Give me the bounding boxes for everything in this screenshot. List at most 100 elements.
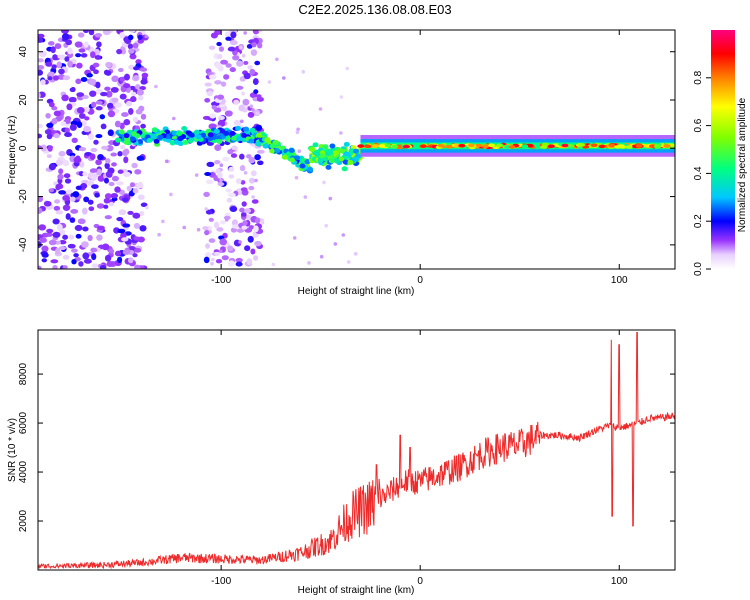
spectrogram-cell — [325, 164, 332, 170]
spectrogram-cell — [161, 219, 165, 224]
x-tick-label: 100 — [611, 576, 628, 587]
colorbar-label: Normalized spectral amplitude — [737, 97, 748, 232]
spectrogram-cell — [118, 209, 127, 216]
spectrogram-cell — [229, 205, 238, 213]
spectrogram-cell — [71, 248, 78, 253]
spectrogram-cell — [111, 97, 119, 103]
spectrogram-cell — [56, 61, 62, 69]
spectrogram-cell — [128, 245, 136, 251]
spectrogram-cell — [46, 133, 53, 140]
spectrogram-cell — [92, 62, 100, 68]
spectrogram-cell — [121, 112, 129, 118]
spectrogram-cell — [114, 120, 121, 128]
spectrogram-cell — [219, 178, 223, 183]
spectrogram-cell — [38, 224, 47, 231]
spectrogram-cell — [74, 224, 83, 232]
spectrogram-cell — [41, 245, 49, 253]
spectrogram-cell — [128, 257, 134, 264]
snr-y-ticks: 2000 4000 6000 8000 — [18, 363, 675, 532]
spectrogram-cell — [91, 263, 99, 268]
x-tick-label: 100 — [611, 275, 628, 286]
spectrogram-cell — [38, 133, 43, 139]
spectrogram-cell — [91, 253, 97, 261]
spectrogram-cell — [210, 32, 218, 39]
spectrogram-cell — [52, 265, 58, 269]
spectrogram-cell — [114, 102, 122, 108]
spectrogram-cell — [217, 171, 223, 179]
spectrogram-cell — [239, 165, 246, 172]
spectrogram-cell — [625, 145, 633, 149]
spectrogram-cell — [80, 76, 88, 83]
spectrogram-cell — [91, 101, 97, 108]
spectrogram-cell — [269, 143, 276, 149]
spectrogram-cell — [292, 236, 297, 240]
spectrogram-cell — [65, 39, 73, 46]
spectrogram-cell — [90, 147, 98, 153]
y-tick-label: -20 — [18, 189, 29, 204]
spectrogram-cell — [206, 90, 213, 97]
spectrogram-cell — [240, 212, 247, 217]
spectrogram-cell — [224, 217, 229, 222]
spectrogram-cell — [104, 86, 111, 91]
spectrogram-cell — [132, 42, 139, 49]
spectrogram-cell — [482, 144, 490, 148]
x-tick-label: 0 — [417, 576, 423, 587]
spectrogram-cell — [214, 80, 222, 85]
spectrogram-cell — [205, 179, 214, 185]
spectrogram-cell — [240, 119, 244, 124]
spectrogram-cell — [244, 208, 252, 214]
spectrogram-cell — [248, 156, 256, 164]
spectrogram-cell — [95, 134, 103, 139]
spectrogram-cell — [248, 177, 256, 184]
spectrogram-cell — [83, 30, 89, 34]
spectrogram-cell — [229, 67, 236, 73]
spectrogram-y-label: Frequency (Hz) — [7, 116, 18, 185]
spectrogram-cell — [84, 116, 90, 121]
spectrogram-cell — [333, 242, 338, 246]
spectrogram-cell — [253, 89, 259, 94]
spectrogram-cell — [403, 144, 410, 149]
spectrogram-cell — [135, 108, 143, 115]
spectrogram-cell — [45, 61, 53, 67]
spectrogram-cell — [96, 225, 105, 231]
spectrogram-cell — [319, 153, 326, 159]
spectrogram-cell — [547, 144, 555, 148]
spectrogram-cell — [255, 124, 263, 131]
spectrogram-cell — [236, 228, 245, 233]
spectrogram-cell — [227, 149, 234, 155]
spectrogram-cell — [103, 197, 111, 204]
spectrogram-cell — [248, 185, 255, 191]
spectrogram-cell — [103, 204, 109, 209]
spectrogram-cell — [52, 54, 58, 61]
spectrogram-cell — [254, 154, 261, 161]
spectrogram-cell — [70, 209, 79, 214]
spectrogram-cell — [132, 116, 139, 123]
spectrogram-cell — [241, 54, 246, 58]
spectrogram-cell — [231, 145, 238, 151]
spectrogram-cell — [200, 132, 207, 138]
spectrogram-cell — [207, 132, 214, 138]
spectrogram-cell — [100, 123, 107, 130]
spectrogram-cell — [38, 37, 44, 43]
spectrogram-cell — [230, 31, 237, 39]
spectrogram-cell — [216, 41, 222, 47]
spectrogram-cell — [47, 41, 55, 46]
spectrogram-cell — [207, 136, 214, 142]
spectrogram-cell — [267, 80, 272, 84]
spectrogram-cell — [243, 31, 247, 35]
spectrogram-cell — [329, 143, 336, 149]
spectrogram-cell — [526, 143, 534, 148]
spectrogram-cell — [63, 173, 71, 179]
spectrogram-cell — [55, 247, 61, 255]
spectrogram-cell — [214, 144, 222, 151]
spectrogram-cell — [138, 95, 144, 101]
spectrogram-cell — [218, 249, 223, 253]
spectrogram-cell — [116, 48, 123, 55]
spectrogram-cell — [294, 175, 299, 180]
colorbar: 0.0 0.2 0.4 0.6 0.8 Normalized spectral ampl… — [693, 30, 748, 276]
spectrogram-cell — [123, 156, 129, 164]
spectrogram-cell — [106, 102, 114, 109]
spectrogram-cell — [140, 113, 147, 120]
spectrogram-cell — [60, 121, 67, 127]
spectrogram-cell — [89, 168, 98, 173]
